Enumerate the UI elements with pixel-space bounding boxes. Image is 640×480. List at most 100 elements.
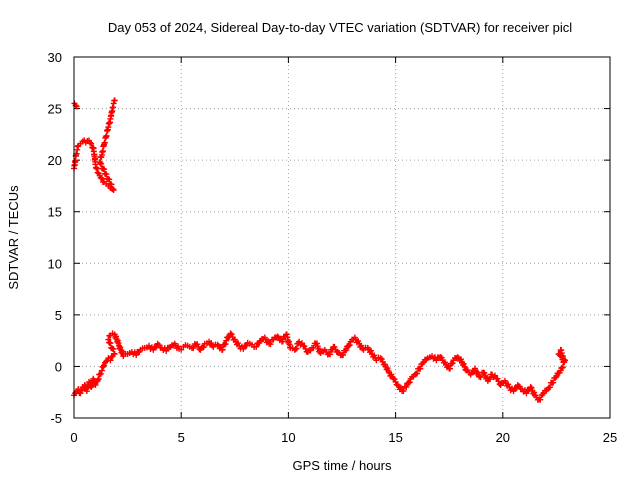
- data-point-s1: [200, 344, 207, 351]
- data-point-s1: [481, 370, 488, 377]
- grid-lines: [74, 57, 610, 418]
- x-tick-label: 15: [388, 430, 402, 445]
- data-point-s1: [447, 365, 454, 372]
- data-point-s1: [552, 374, 559, 381]
- data-point-s1: [279, 338, 286, 345]
- data-point-s1: [494, 375, 501, 382]
- data-point-s1: [460, 360, 467, 367]
- data-point-s0: [87, 139, 94, 146]
- data-point-s1: [223, 337, 230, 344]
- data-point-s1: [378, 356, 385, 363]
- data-point-s1: [253, 343, 260, 350]
- chart-title: Day 053 of 2024, Sidereal Day-to-day VTE…: [108, 20, 572, 35]
- data-point-s1: [397, 384, 404, 391]
- data-point-s1: [391, 376, 398, 383]
- data-point-s1: [107, 357, 114, 364]
- data-point-s1: [310, 344, 317, 351]
- data-point-s0: [111, 97, 118, 104]
- data-points: [71, 97, 568, 403]
- data-point-s1: [267, 341, 274, 348]
- data-point-s1: [222, 340, 229, 347]
- data-point-s0: [98, 175, 105, 182]
- data-point-s1: [133, 352, 140, 359]
- data-point-s0: [106, 180, 113, 187]
- data-point-s1: [108, 353, 115, 360]
- data-point-s1: [510, 388, 517, 395]
- data-point-s1: [219, 346, 226, 353]
- data-point-s1: [343, 346, 350, 353]
- data-point-s1: [550, 379, 557, 386]
- data-point-s1: [449, 360, 456, 367]
- data-point-s1: [340, 351, 347, 358]
- y-tick-label: 10: [48, 256, 62, 271]
- data-point-s1: [293, 345, 300, 352]
- y-tick-label: 15: [48, 205, 62, 220]
- data-point-s1: [214, 341, 221, 348]
- data-point-s1: [559, 364, 566, 371]
- y-tick-label: 30: [48, 50, 62, 65]
- data-point-s0: [88, 140, 95, 147]
- data-point-s1: [553, 373, 560, 380]
- data-point-s1: [326, 351, 333, 358]
- data-point-s1: [560, 359, 567, 366]
- data-point-s0: [98, 165, 105, 172]
- data-point-s1: [461, 363, 468, 370]
- data-point-s1: [301, 343, 308, 350]
- data-point-s1: [92, 381, 99, 388]
- data-point-s1: [243, 342, 250, 349]
- data-point-s1: [377, 355, 384, 362]
- data-point-s1: [546, 384, 553, 391]
- x-axis-label: GPS time / hours: [293, 458, 392, 473]
- data-point-s1: [227, 330, 234, 337]
- data-point-s1: [346, 342, 353, 349]
- data-point-s0: [73, 103, 80, 110]
- x-tick-label: 5: [178, 430, 185, 445]
- data-point-s1: [531, 389, 538, 396]
- data-point-s1: [103, 358, 110, 365]
- data-point-s1: [313, 340, 320, 347]
- data-point-s1: [108, 344, 115, 351]
- data-point-s1: [388, 371, 395, 378]
- data-point-s1: [105, 336, 112, 343]
- data-point-s1: [97, 370, 104, 377]
- data-point-s1: [414, 370, 421, 377]
- data-point-s1: [190, 345, 197, 352]
- data-point-s1: [495, 378, 502, 385]
- data-point-s1: [240, 345, 247, 352]
- data-point-s1: [505, 381, 512, 388]
- data-point-s1: [486, 375, 493, 382]
- y-tick-label: -5: [50, 411, 62, 426]
- data-point-s1: [150, 346, 157, 353]
- data-point-s1: [209, 342, 216, 349]
- data-point-s0: [94, 169, 101, 176]
- plot-frame: [73, 56, 611, 419]
- data-point-s1: [235, 340, 242, 347]
- data-point-s1: [457, 356, 464, 363]
- data-point-s1: [274, 333, 281, 340]
- data-point-s1: [358, 342, 365, 349]
- data-point-s1: [228, 331, 235, 338]
- data-point-s1: [111, 350, 118, 357]
- data-point-s0: [109, 185, 116, 192]
- x-tick-label: 25: [603, 430, 617, 445]
- data-point-s1: [265, 337, 272, 344]
- data-point-s1: [523, 390, 530, 397]
- data-point-s1: [367, 347, 374, 354]
- data-point-s1: [392, 378, 399, 385]
- x-tick-label: 0: [70, 430, 77, 445]
- x-tick-label: 10: [281, 430, 295, 445]
- data-point-s1: [527, 384, 534, 391]
- data-point-s1: [314, 343, 321, 350]
- data-point-s1: [454, 354, 461, 361]
- data-point-s1: [106, 339, 113, 346]
- data-point-s1: [371, 352, 378, 359]
- data-point-s1: [302, 345, 309, 352]
- y-tick-label: 5: [55, 308, 62, 323]
- data-point-s1: [537, 396, 544, 403]
- data-point-s1: [96, 371, 103, 378]
- y-tick-label: 20: [48, 153, 62, 168]
- data-point-s0: [104, 175, 111, 182]
- data-point-s1: [163, 347, 170, 354]
- data-point-s1: [403, 384, 410, 391]
